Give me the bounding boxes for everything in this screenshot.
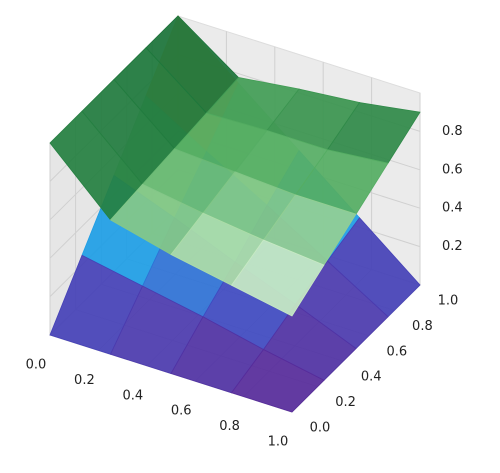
z-tick-label: 0.8 bbox=[442, 124, 463, 139]
z-tick-label: 0.4 bbox=[442, 201, 463, 216]
y-tick-label: 1.0 bbox=[438, 294, 459, 309]
surface-patch bbox=[230, 348, 325, 413]
y-tick-label: 0.2 bbox=[335, 395, 356, 410]
y-tick-label: 0.0 bbox=[310, 421, 331, 436]
y-tick-label: 0.4 bbox=[361, 370, 382, 385]
x-tick-label: 0.4 bbox=[122, 388, 143, 403]
x-tick-label: 1.0 bbox=[268, 435, 289, 450]
surface-patch bbox=[230, 239, 325, 317]
x-tick-label: 0.2 bbox=[74, 373, 95, 388]
y-tick-label: 0.8 bbox=[412, 319, 433, 334]
x-tick-label: 0.6 bbox=[171, 404, 192, 419]
x-tick-label: 0.8 bbox=[219, 419, 240, 434]
z-tick-label: 0.6 bbox=[442, 162, 463, 177]
x-tick-label: 0.0 bbox=[26, 358, 47, 373]
z-tick-label: 0.2 bbox=[442, 239, 463, 254]
y-tick-label: 0.6 bbox=[386, 344, 407, 359]
